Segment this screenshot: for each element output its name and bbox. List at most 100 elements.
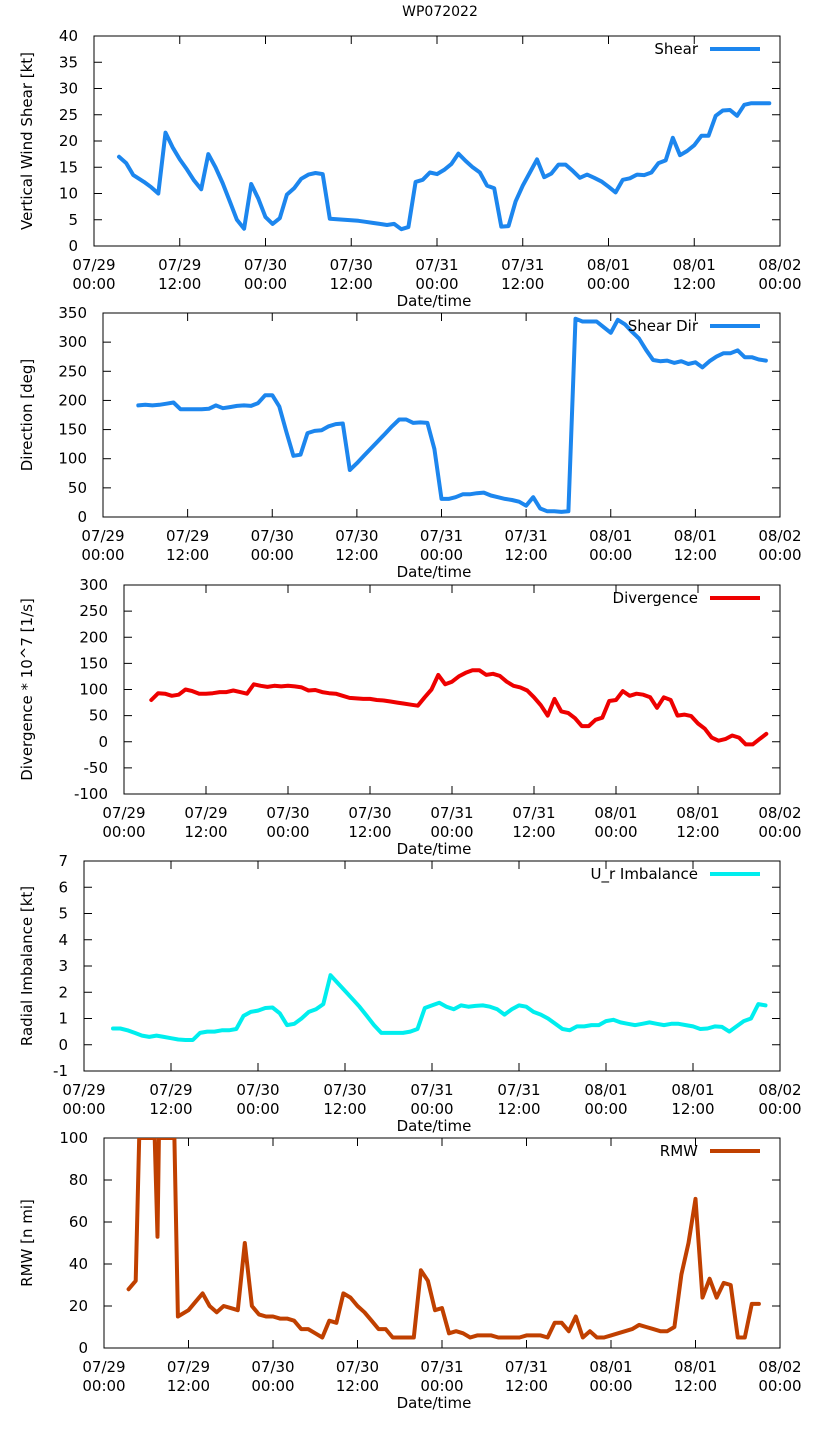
x-tick-label-date: 07/31 [505,527,548,545]
data-point [242,1015,244,1017]
data-point [645,1326,647,1328]
y-tick-label: 0 [68,237,78,255]
data-point [765,359,767,361]
data-point [650,171,652,173]
x-tick-label-time: 00:00 [589,546,632,564]
x-tick-label-date: 07/29 [166,527,209,545]
data-point [293,187,295,189]
data-point [730,1284,732,1286]
data-point [293,1320,295,1322]
data-point [348,697,350,699]
data-point [265,1315,267,1317]
data-point [362,698,364,700]
data-point [279,1317,281,1319]
data-point [127,1288,129,1290]
series-line-ur-imbalance [111,973,768,1042]
data-point [765,0,767,1]
data-point [410,704,412,706]
y-tick-label: 15 [59,158,78,176]
data-point [244,1242,246,1244]
y-tick-label: 35 [59,53,78,71]
x-tick-label-date: 07/29 [167,1358,210,1376]
y-axis-title: RMW [n mi] [18,1199,36,1287]
data-point [561,1322,563,1324]
data-point [223,1305,225,1307]
data-point [512,685,514,687]
data-point [685,1024,687,1026]
data-point [557,163,559,165]
data-point [529,171,531,173]
data-point [155,1034,157,1036]
data-point [617,319,619,321]
x-tick-label-date: 08/02 [758,256,801,274]
data-point [617,1332,619,1334]
y-tick-label: 100 [79,681,108,699]
data-point [151,404,153,406]
data-point [539,1334,541,1336]
y-axis-title: Direction [deg] [18,359,36,472]
data-point [257,1009,259,1011]
data-point [690,715,692,717]
data-point [715,1296,717,1298]
data-point [476,1334,478,1336]
data-point [118,156,120,158]
data-point [714,1025,716,1027]
data-point [343,219,345,221]
data-point [451,681,453,683]
x-tick-label-date: 07/29 [184,804,227,822]
data-point [496,1008,498,1010]
data-point [581,320,583,322]
data-point [673,362,675,364]
data-point [441,1307,443,1309]
data-point [219,691,221,693]
x-tick-label-time: 12:00 [501,275,544,293]
data-point [460,1004,462,1006]
data-point [409,1030,411,1032]
x-tick-label-date: 07/31 [420,527,463,545]
y-tick-label: 0 [58,1036,68,1054]
data-point [588,320,590,322]
y-tick-label: 300 [79,576,108,594]
data-point [536,158,538,160]
data-point [659,1330,661,1332]
data-point [518,501,520,503]
data-point [700,135,702,137]
y-tick-label: 350 [58,304,87,322]
data-point [279,217,281,219]
y-tick-label: 60 [69,1213,88,1231]
x-tick-label-time: 12:00 [673,275,716,293]
data-point [225,691,227,693]
data-point [567,510,569,512]
x-tick-label-time: 12:00 [674,546,717,564]
figure-title: WP072022 [402,4,478,20]
data-point [156,1236,158,1238]
data-point [260,685,262,687]
x-tick-label-date: 08/02 [758,1358,801,1376]
data-point [384,433,386,435]
x-tick-label-date: 07/31 [497,1081,540,1099]
data-point [608,700,610,702]
data-point [471,669,473,671]
x-tick-label-time: 00:00 [758,275,801,293]
legend-label: Shear [654,40,698,58]
data-point [721,1026,723,1028]
y-tick-label: 200 [79,628,108,646]
x-tick-label-date: 08/02 [758,527,801,545]
data-point [243,228,245,230]
series-points-shear-dir [137,318,767,514]
data-point [164,131,166,133]
x-tick-label-time: 00:00 [251,546,294,564]
series-line-divergence [149,668,769,747]
data-point [386,224,388,226]
x-tick-label-time: 00:00 [594,823,637,841]
data-point [707,135,709,137]
data-point [697,722,699,724]
data-point [356,1305,358,1307]
data-point [350,219,352,221]
data-point [670,699,672,701]
data-point [457,152,459,154]
data-point [158,404,160,406]
data-point [221,182,223,184]
data-point [692,1025,694,1027]
data-point [622,179,624,181]
